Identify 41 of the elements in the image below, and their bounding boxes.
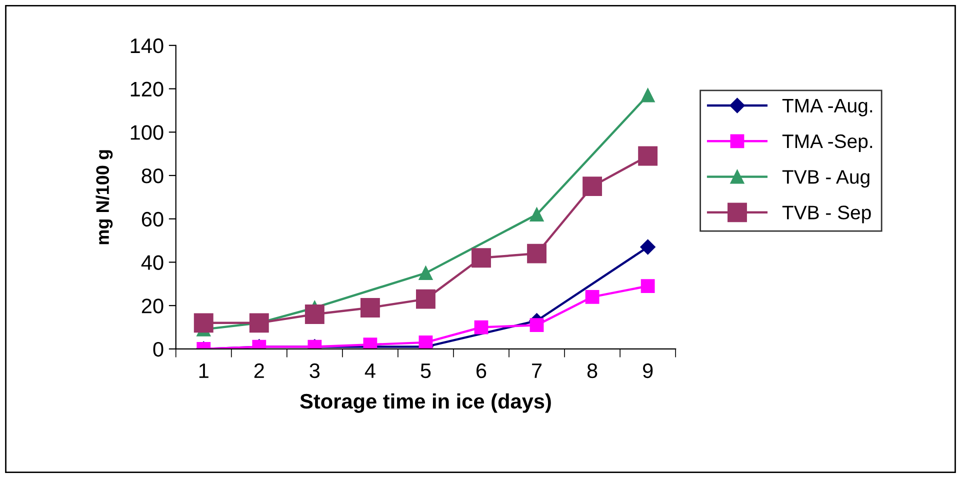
y-tick-label: 40 xyxy=(141,255,164,270)
point xyxy=(304,304,324,324)
y-axis-title: mg N/100 g xyxy=(96,150,113,244)
y-tick-label: 60 xyxy=(142,212,164,227)
x-tick-label: 3 xyxy=(310,363,320,378)
x-tick-label: 8 xyxy=(587,363,598,378)
point xyxy=(249,313,269,333)
point xyxy=(640,239,656,255)
y-tick-label: 0 xyxy=(153,342,164,357)
point xyxy=(638,146,658,166)
point xyxy=(640,279,655,294)
y-tick-label: 140 xyxy=(130,38,164,54)
y-tick-label: 80 xyxy=(142,168,164,184)
y-tick-label: 20 xyxy=(142,298,164,314)
legend-label: TMA -Aug. xyxy=(782,98,872,116)
x-tick-label: 6 xyxy=(476,363,486,378)
legend-label: TVB - Aug xyxy=(782,170,870,188)
point xyxy=(527,244,546,264)
point xyxy=(530,318,544,332)
point xyxy=(194,313,214,333)
x-tick-label: 4 xyxy=(364,364,376,378)
point xyxy=(418,335,433,349)
x-tick-label: 9 xyxy=(643,363,653,378)
x-tick-label: 1 xyxy=(199,364,208,378)
point xyxy=(418,266,433,280)
point xyxy=(585,290,600,304)
point xyxy=(474,320,488,334)
point xyxy=(640,88,655,102)
x-tick-label: 7 xyxy=(532,364,542,378)
legend-label: TMA -Sep. xyxy=(782,134,872,152)
y-tick-label: 120 xyxy=(130,82,164,97)
point xyxy=(472,248,491,268)
x-axis-title: Storage time in ice (days) xyxy=(300,393,551,413)
point xyxy=(360,298,380,318)
x-tick-label: 5 xyxy=(420,364,431,378)
point xyxy=(530,208,544,222)
y-tick-label: 100 xyxy=(130,125,164,140)
point xyxy=(416,289,436,309)
point xyxy=(582,176,602,196)
legend-label: TVB - Sep xyxy=(782,206,871,224)
x-tick-label: 2 xyxy=(254,363,264,378)
